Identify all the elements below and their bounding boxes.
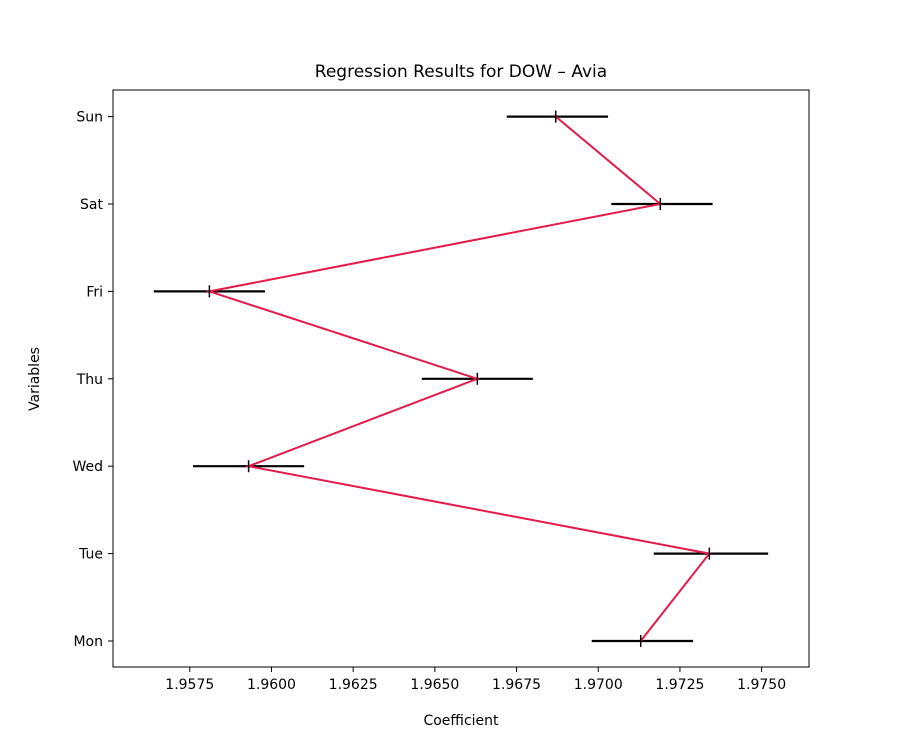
x-axis: 1.9575 1.9600 1.9625 1.9650 1.9675 1.9700 1.97…: [165, 667, 786, 693]
x-tick-label: 1.9750: [737, 677, 786, 693]
chart-title: Regression Results for DOW – Avia: [315, 62, 607, 82]
y-tick-label: Fri: [86, 284, 103, 300]
y-tick-label: Mon: [73, 634, 103, 650]
error-bars: [153, 115, 769, 643]
y-axis-label: Variables: [27, 347, 43, 411]
y-tick-label: Wed: [72, 459, 103, 475]
y-tick-label: Thu: [76, 372, 103, 388]
x-tick-label: 1.9700: [574, 677, 623, 693]
x-tick-label: 1.9600: [247, 677, 296, 693]
x-tick-label: 1.9675: [492, 677, 541, 693]
x-axis-label: Coefficient: [423, 713, 499, 729]
x-tick-label: 1.9625: [329, 677, 378, 693]
x-tick-label: 1.9725: [655, 677, 704, 693]
y-tick-label: Tue: [78, 547, 103, 563]
y-tick-label: Sat: [80, 197, 103, 213]
y-axis: Mon Tue Wed Thu Fri Sat Sun: [72, 110, 113, 650]
y-tick-label: Sun: [76, 110, 103, 126]
x-tick-label: 1.9650: [410, 677, 459, 693]
point-markers: [208, 110, 711, 647]
x-tick-label: 1.9575: [165, 677, 214, 693]
